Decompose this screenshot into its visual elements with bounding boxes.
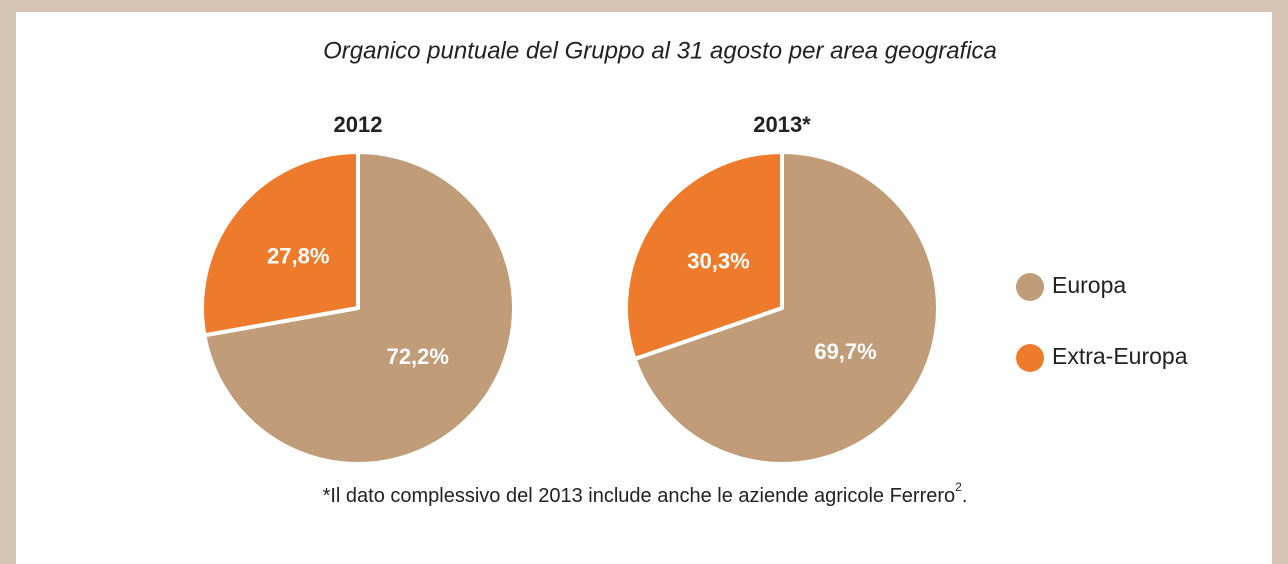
pie-title: 2012: [334, 112, 383, 137]
footnote: *Il dato complessivo del 2013 include an…: [323, 480, 968, 507]
value-label: 30,3%: [687, 249, 749, 274]
legend-label: Extra-Europa: [1052, 343, 1188, 369]
value-label: 27,8%: [267, 244, 329, 269]
chart-title: Organico puntuale del Gruppo al 31 agost…: [323, 37, 997, 64]
footnote-text: *Il dato complessivo del 2013 include an…: [323, 485, 956, 507]
footnote-end: .: [962, 485, 968, 507]
legend-swatch: [1016, 344, 1044, 372]
frame-right: [1272, 0, 1288, 564]
footnote-ref: 2: [955, 480, 962, 494]
pie-slice: [632, 150, 940, 466]
value-label: 72,2%: [387, 344, 449, 369]
pie-slice: [200, 150, 360, 338]
legend-swatch: [1016, 273, 1044, 301]
pie-title: 2013*: [753, 112, 811, 137]
legend-label: Europa: [1052, 272, 1126, 298]
frame-top: [0, 0, 1288, 12]
value-label: 69,7%: [814, 339, 876, 364]
pie-slice: [624, 150, 784, 361]
frame-left: [0, 0, 16, 564]
